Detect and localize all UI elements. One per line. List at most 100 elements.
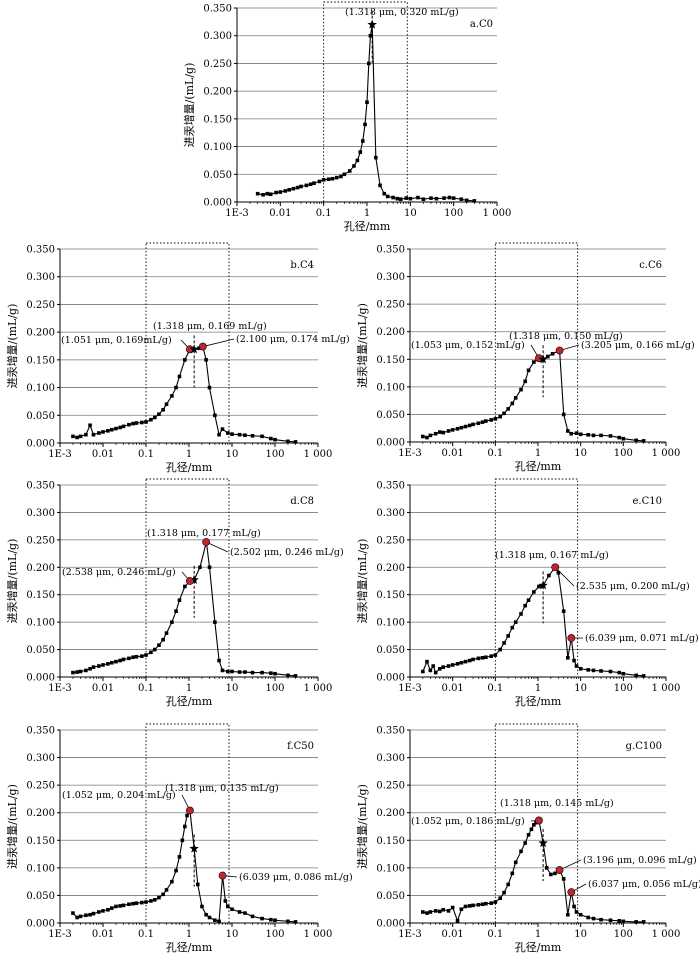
y-tick-label: 0.300 [376,753,405,764]
data-point [114,426,118,431]
data-point [476,421,481,426]
data-point [556,570,561,575]
data-point [101,663,105,667]
data-point [75,915,79,920]
data-point [180,838,185,843]
data-point [464,198,469,203]
data-point [174,868,178,873]
data-point [532,590,536,594]
data-point [140,654,144,658]
data-point [321,178,326,182]
data-point [226,904,230,909]
data-point [429,196,433,200]
annotation-label: (1.318 μm, 0.150 mL/g) [509,331,623,342]
x-tick-label: 1E-3 [48,449,72,460]
data-point [617,918,621,923]
data-point [489,418,493,422]
annotation-label: (1.052 μm, 0.186 mL/g) [411,816,525,827]
x-tick-label: 100 [614,929,633,940]
data-point [84,668,88,673]
data-point [391,195,395,200]
annotation-label: (2.538 μm, 0.246 mL/g) [62,567,176,578]
data-point [78,434,83,439]
data-point [217,432,221,437]
data-point [489,654,493,658]
data-point [431,664,436,668]
data-point [127,902,131,907]
y-tick-label: 0.200 [26,808,55,819]
peak-dot-marker [198,342,207,351]
data-point [441,430,446,435]
data-point [164,631,169,635]
annotation-leader [554,567,575,587]
data-point [293,674,298,678]
x-tick-label: 1E-3 [225,208,249,219]
y-tick-label: 0.200 [26,328,55,339]
y-tick-label: 0.050 [26,411,55,422]
data-point [425,911,429,915]
data-point [88,666,92,671]
data-point [378,183,382,188]
data-point [553,871,557,876]
x-tick-label: 0.01 [442,683,464,694]
data-point [118,904,122,908]
data-point [484,901,488,906]
data-point [480,902,485,907]
data-point [463,424,468,429]
data-point [566,429,570,433]
data-point [330,176,335,181]
chart-f-c50: 0.000 0.050 0.100 0.150 0.200 0.250 0.300 0.350… [5,723,353,954]
data-point [398,197,403,202]
data-point [131,421,135,426]
data-point [506,634,510,638]
x-tick-label: 0.01 [92,929,114,940]
annotation-label: (1.318 μm, 0.135 mL/g) [165,783,279,794]
data-point [361,139,365,143]
peak-dot-marker [567,634,576,642]
annotation-label: (6.037 μm, 0.056 mL/g) [588,879,700,890]
x-tick-label: 1 000 [652,929,681,940]
data-point [561,609,566,613]
x-tick-label: 10 [226,929,239,940]
data-point [363,122,367,127]
y-axis-title: 进汞增量/(mL/g) [182,63,196,148]
data-point [374,155,378,160]
data-point [293,440,298,444]
data-point [608,918,613,923]
y-tick-label: 0.350 [26,481,55,492]
data-point [480,656,485,660]
data-point [286,439,290,444]
data-point [544,866,549,870]
data-point [591,433,596,438]
data-point [467,904,472,908]
data-point [561,877,566,881]
data-point [574,431,579,435]
peak-star-marker [538,354,548,364]
data-point [164,402,169,406]
data-point [217,919,221,924]
data-point [299,184,303,189]
x-axis-title: 孔径/mm [515,695,562,708]
x-tick-label: 1E-3 [398,683,422,694]
data-point [438,430,442,434]
data-point [230,432,234,436]
data-point [574,664,579,668]
y-tick-label: 0.150 [26,836,55,847]
data-point [561,412,566,417]
x-tick-label: 1 [535,683,541,694]
data-point [358,150,363,154]
y-tick-label: 0.050 [26,645,55,656]
data-point [526,368,531,373]
data-point [149,650,153,655]
data-point [88,912,92,917]
data-point [467,423,472,428]
x-tick-label: 100 [265,929,284,940]
data-point [97,431,101,435]
data-point [217,658,221,663]
data-point [591,668,596,673]
data-point [480,420,485,424]
data-point [170,394,174,398]
series-line [72,541,296,677]
data-point [532,823,536,827]
data-point [177,374,182,379]
